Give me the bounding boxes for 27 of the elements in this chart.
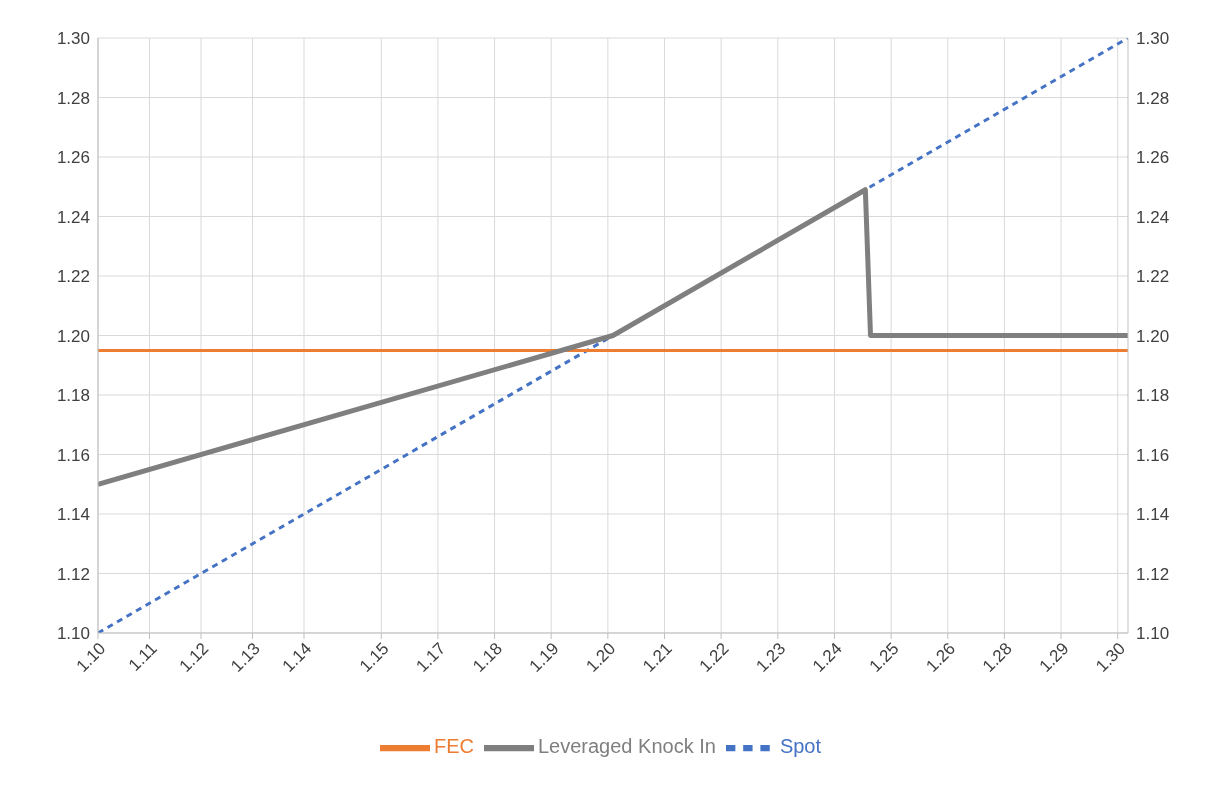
y2-tick-label: 1.28 (1136, 88, 1170, 108)
y-tick-label: 1.10 (56, 624, 90, 644)
y-tick-label: 1.16 (56, 445, 90, 465)
y-tick-label: 1.30 (56, 29, 90, 49)
y2-tick-label: 1.22 (1136, 267, 1170, 287)
y-tick-label: 1.14 (56, 505, 90, 525)
y-tick-label: 1.22 (56, 267, 90, 287)
y-tick-label: 1.26 (56, 148, 90, 168)
legend-label: Leveraged Knock In (537, 735, 716, 758)
y2-tick-label: 1.26 (1136, 148, 1170, 168)
y-tick-label: 1.28 (56, 88, 90, 108)
y2-tick-label: 1.24 (1136, 207, 1170, 227)
y2-tick-label: 1.16 (1136, 445, 1170, 465)
y-tick-label: 1.24 (56, 207, 90, 227)
y-tick-label: 1.20 (56, 326, 90, 346)
y2-tick-label: 1.10 (1136, 624, 1170, 644)
x-tick-label: 1.11 (124, 638, 161, 675)
y-tick-label: 1.18 (56, 386, 90, 406)
y2-tick-label: 1.30 (1136, 29, 1170, 49)
y-tick-label: 1.12 (56, 564, 90, 584)
x-tick-label: 1.21 (639, 638, 676, 676)
y2-tick-label: 1.18 (1136, 386, 1170, 406)
legend-label: Spot (779, 735, 822, 758)
y2-tick-label: 1.20 (1136, 326, 1170, 346)
y2-tick-label: 1.14 (1136, 505, 1170, 525)
legend-label: FEC (433, 735, 474, 758)
y2-tick-label: 1.12 (1136, 564, 1170, 584)
